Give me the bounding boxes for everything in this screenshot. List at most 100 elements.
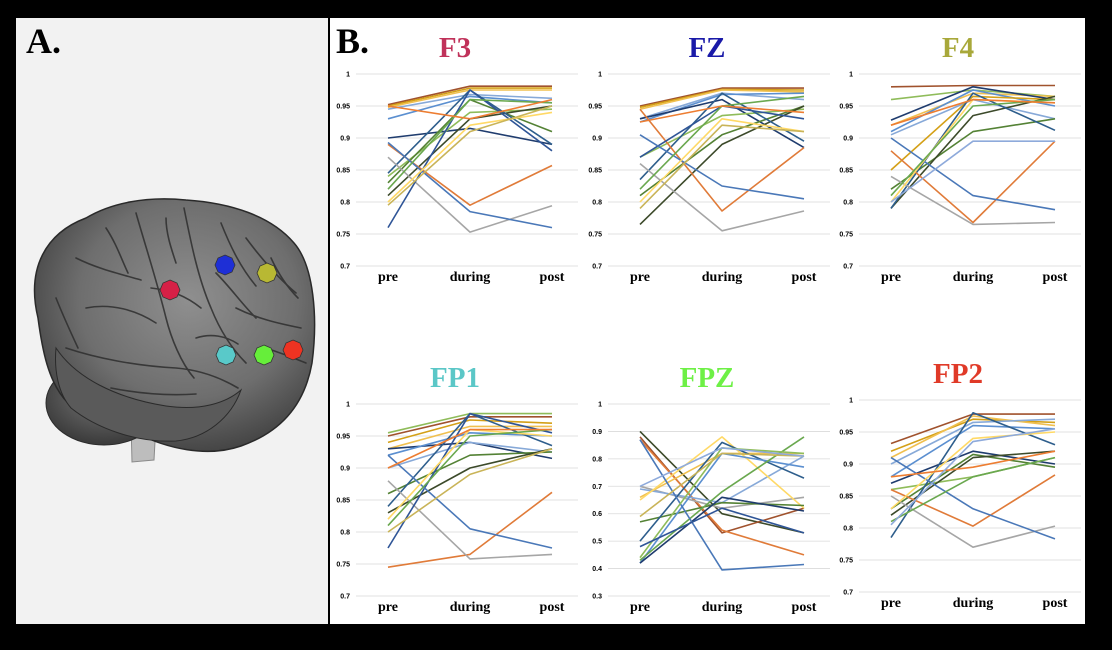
series-line-2 [890,418,1056,452]
y-tick-label: 0.9 [340,136,350,143]
chart-plot: 0.7 0.75 0.8 0.85 0.9 0.95 1 pre during post [839,72,1081,285]
x-tick-label-post: post [1043,270,1068,285]
series-line-11 [639,108,805,212]
series-line-7 [387,441,553,469]
y-tick-label: 0.75 [336,562,350,569]
x-axis-labels: pre during post [378,270,565,285]
series-line-5 [387,95,553,120]
series-line-10 [890,411,1056,539]
series-line-18 [387,448,553,533]
series-line-10 [639,92,805,181]
chart-plot: 0.7 0.75 0.8 0.85 0.9 0.95 1 pre during post [336,402,578,615]
series-line-11 [387,143,553,206]
gridlines [608,403,830,597]
chart-title: FP2 [933,358,983,390]
x-tick-label-during: during [450,270,490,285]
series-line-16 [639,452,805,518]
x-axis-labels: pre during post [378,600,565,615]
chart-f3: F3 0.7 0.75 0.8 0.85 0.9 0.95 1 pre during post [330,28,580,318]
x-tick-label-during: during [953,596,993,611]
chart-title: F4 [941,32,975,64]
series-line-16 [890,450,1056,478]
electrode-fz-marker [214,254,236,276]
series-line-1 [890,84,1055,88]
chart-title: FP1 [430,362,480,394]
x-tick-label-pre: pre [881,270,901,285]
series-line-3 [890,415,1056,459]
chart-title: F3 [438,32,472,64]
series-line-15 [639,118,805,203]
series-line-12 [639,162,805,232]
series-lines [387,85,553,233]
y-tick-label: 0.9 [843,462,853,469]
series-line-5 [890,424,1056,478]
gridlines [608,73,830,267]
series-line-15 [890,456,1056,523]
y-tick-label: 0.8 [340,200,350,207]
series-line-4 [890,418,1056,465]
y-tick-label: 0.9 [340,466,350,473]
y-tick-label: 1 [346,72,350,79]
electrode-fp1-marker [215,344,237,366]
series-lines [639,87,805,232]
series-line-4 [387,93,553,110]
series-line-10 [387,448,553,514]
x-tick-label-during: during [450,600,490,615]
y-tick-label: 0.85 [588,168,602,175]
series-line-8 [890,118,1056,190]
y-tick-label: 0.75 [839,558,853,565]
series-line-13 [890,137,1056,211]
series-line-11 [890,474,1056,527]
series-line-13 [387,412,553,549]
x-tick-label-pre: pre [881,596,901,611]
chart-title: FZ [688,32,726,64]
chart-plot: 0.7 0.75 0.8 0.85 0.9 0.95 1 pre during post [336,72,578,285]
y-axis-ticks: 0.7 0.75 0.8 0.85 0.9 0.95 1 [839,398,853,597]
series-line-3 [639,89,805,110]
series-line-11 [890,140,1056,224]
series-line-15 [639,507,805,548]
series-line-17 [639,105,805,123]
x-axis-labels: pre during post [630,600,817,615]
electrode-f4-marker [256,262,278,284]
y-tick-label: 1 [598,402,602,409]
y-tick-label: 0.85 [336,168,350,175]
y-tick-label: 0.85 [336,498,350,505]
series-line-3 [639,439,805,556]
x-tick-label-pre: pre [630,600,650,615]
y-axis-ticks: 0.7 0.75 0.8 0.85 0.9 0.95 1 [588,72,602,271]
series-line-12 [639,496,805,564]
series-lines [890,411,1056,548]
brain-render [33,198,316,463]
electrode-fp2-marker [282,339,304,361]
y-tick-label: 0.7 [592,264,602,271]
y-axis-ticks: 0.7 0.75 0.8 0.85 0.9 0.95 1 [336,402,350,601]
series-line-17 [890,428,1056,526]
y-tick-label: 0.95 [839,430,853,437]
chart-fz: FZ 0.7 0.75 0.8 0.85 0.9 0.95 1 pre during post [582,28,832,318]
y-tick-label: 0.7 [843,264,853,271]
y-tick-label: 1 [849,398,853,405]
chart-plot: 0.3 0.4 0.5 0.6 0.7 0.8 0.9 1 pre during post [592,402,830,615]
series-lines [890,84,1056,226]
series-line-17 [639,447,805,488]
y-tick-label: 1 [346,402,350,409]
y-tick-label: 0.8 [592,200,602,207]
series-line-11 [387,491,553,568]
y-axis-ticks: 0.7 0.75 0.8 0.85 0.9 0.95 1 [336,72,350,271]
x-tick-label-during: during [953,270,993,285]
series-line-12 [890,175,1056,226]
electrode-f3-marker [159,279,181,301]
y-tick-label: 0.7 [340,264,350,271]
y-tick-label: 1 [598,72,602,79]
x-tick-label-pre: pre [378,270,398,285]
y-tick-label: 0.75 [336,232,350,239]
series-line-17 [890,140,1055,203]
panel-b: B. F3 0.7 0.75 0.8 0.85 0.9 0.95 1 pre during pos… [330,18,1085,624]
series-line-1 [639,430,805,534]
y-tick-label: 0.95 [336,104,350,111]
x-tick-label-post: post [540,270,565,285]
x-tick-label-pre: pre [378,600,398,615]
chart-title: FPZ [679,362,735,394]
series-line-8 [387,451,553,495]
